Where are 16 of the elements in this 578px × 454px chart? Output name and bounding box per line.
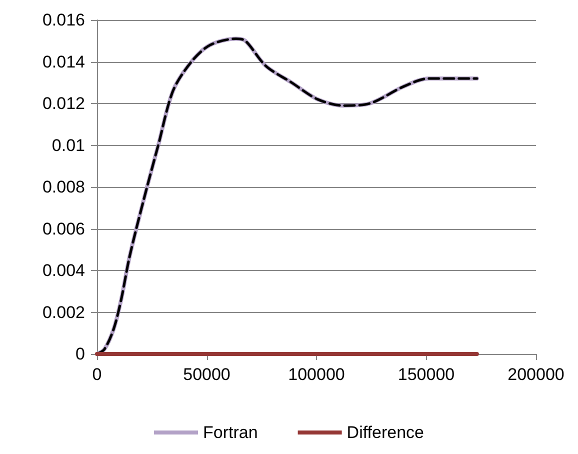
- y-tick-label: 0.006: [42, 219, 85, 238]
- legend-label: Fortran: [203, 423, 258, 442]
- x-tick-label: 150000: [398, 365, 455, 384]
- y-tick-label: 0.016: [42, 10, 85, 30]
- x-tick-label: 50000: [183, 365, 230, 384]
- y-tick-label: 0.004: [42, 261, 85, 280]
- y-tick-label: 0.012: [42, 94, 85, 113]
- y-tick-label: 0.014: [42, 52, 85, 72]
- x-tick-label: 100000: [288, 365, 345, 384]
- x-tick-label: 200000: [508, 365, 564, 384]
- y-tick-label: 0.008: [42, 178, 85, 196]
- y-tick-label: 0.01: [52, 136, 85, 155]
- x-tick-label: 0: [92, 365, 102, 384]
- y-tick-label: 0.002: [42, 302, 85, 322]
- y-tick-label: 0: [76, 344, 85, 364]
- legend-label: Difference: [346, 423, 424, 442]
